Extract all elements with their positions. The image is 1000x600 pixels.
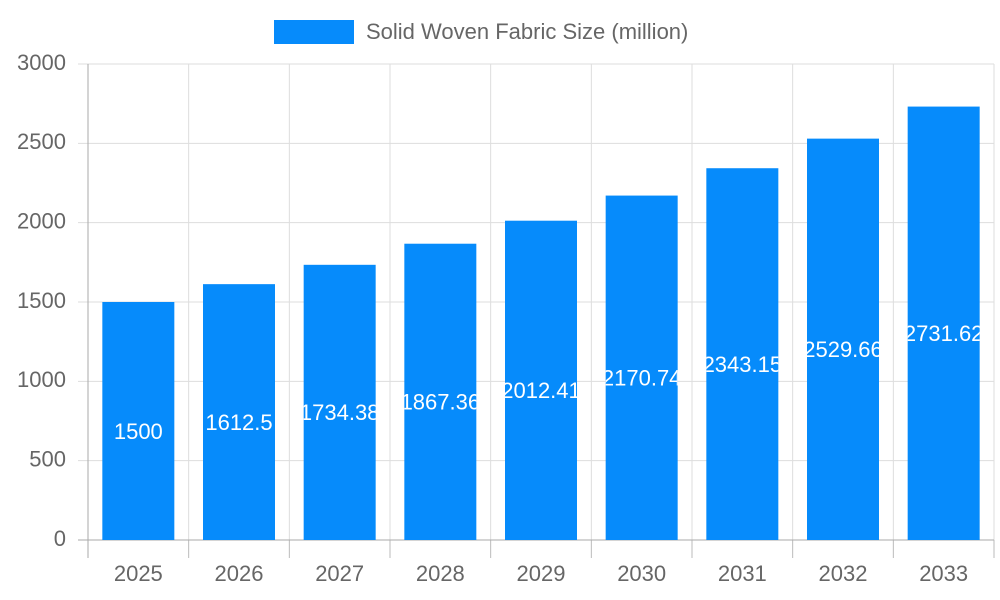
x-tick-label: 2026 xyxy=(215,561,264,586)
bar-label-group: 1867.36 xyxy=(401,390,481,415)
data-label: 2170.74 xyxy=(602,366,682,391)
bar-label-group: 2170.74 xyxy=(602,366,682,391)
bar-label-group: 1612.5 xyxy=(205,410,272,435)
plot: 1500 1612.5 1734.38 1867.36 2012.41 2170.74 23… xyxy=(102,106,984,540)
bar xyxy=(807,138,879,540)
bar xyxy=(706,168,779,540)
data-label: 1867.36 xyxy=(401,390,481,415)
x-tick-label: 2027 xyxy=(315,561,364,586)
legend-swatch xyxy=(274,20,354,44)
bar-label-group: 1500 xyxy=(114,419,163,444)
y-tick-label: 2500 xyxy=(17,129,66,154)
bar-label-group: 2343.15 xyxy=(703,352,783,377)
data-label: 1734.38 xyxy=(300,400,380,425)
x-tick-label: 2030 xyxy=(617,561,666,586)
x-tick-label: 2029 xyxy=(517,561,566,586)
x-tick-label: 2032 xyxy=(819,561,868,586)
legend-label: Solid Woven Fabric Size (million) xyxy=(366,19,688,44)
bar xyxy=(505,220,577,540)
x-tick-label: 2025 xyxy=(114,561,163,586)
bar-label-group: 1734.38 xyxy=(300,400,380,425)
x-tick-label: 2033 xyxy=(919,561,968,586)
data-label: 1500 xyxy=(114,419,163,444)
bar xyxy=(404,243,477,540)
bar xyxy=(303,264,376,540)
bar-label-group: 2529.66 xyxy=(803,337,883,362)
x-tick-label: 2028 xyxy=(416,561,465,586)
y-tick-label: 500 xyxy=(29,446,66,471)
bar-label-group: 2012.41 xyxy=(501,378,581,403)
y-tick-label: 2000 xyxy=(17,208,66,233)
bar xyxy=(102,302,175,540)
y-tick-label: 1000 xyxy=(17,367,66,392)
y-tick-label: 0 xyxy=(54,526,66,551)
data-label: 2012.41 xyxy=(501,378,581,403)
bar xyxy=(203,284,275,540)
data-label: 1612.5 xyxy=(205,410,272,435)
data-label: 2343.15 xyxy=(703,352,783,377)
data-label: 2529.66 xyxy=(803,337,883,362)
x-tick-label: 2031 xyxy=(718,561,767,586)
data-label: 2731.62 xyxy=(904,321,984,346)
bar-label-group: 2731.62 xyxy=(904,321,984,346)
bar xyxy=(605,195,678,540)
y-tick-label: 3000 xyxy=(17,50,66,75)
y-tick-label: 1500 xyxy=(17,288,66,313)
bar xyxy=(907,106,980,540)
